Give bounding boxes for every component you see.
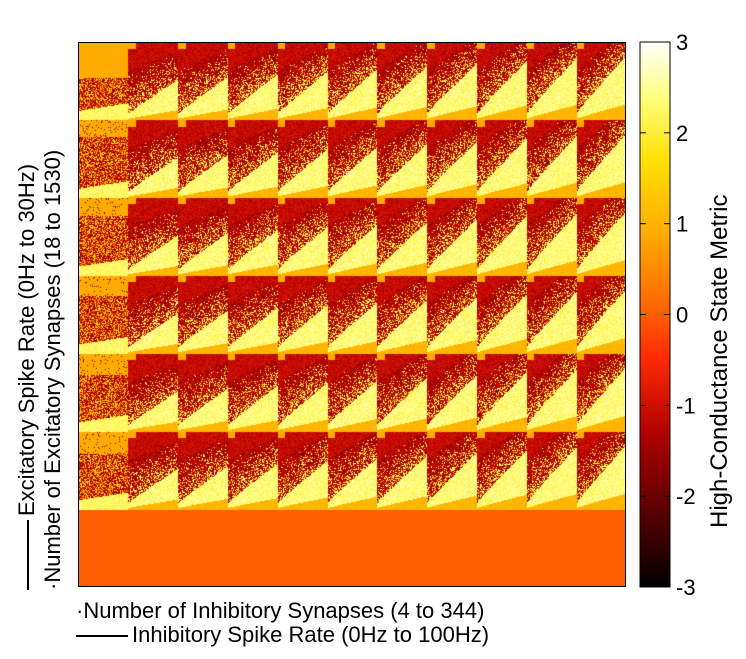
colorbar-tick-label: -2 bbox=[676, 484, 696, 509]
colorbar-label: High-Conductance State Metric bbox=[706, 194, 733, 529]
colorbar-tick-label: 2 bbox=[676, 121, 688, 146]
colorbar-tick-label: 0 bbox=[676, 303, 688, 328]
colorbar-tick-label: -3 bbox=[676, 575, 696, 600]
colorbar-ticks: 3 2 1 0 -1 -2 -3 bbox=[640, 30, 696, 600]
x-outer-label: Inhibitory Spike Rate (0Hz to 100Hz) bbox=[76, 622, 489, 648]
colorbar-tick-label: 3 bbox=[676, 30, 688, 55]
colorbar-tick-label: 1 bbox=[676, 212, 688, 237]
colorbar-tick-label: -1 bbox=[676, 393, 696, 418]
x-outer-marker bbox=[76, 635, 128, 638]
x-inner-label: ·Number of Inhibitory Synapses (4 to 344… bbox=[76, 598, 485, 623]
x-inner-marker: · bbox=[76, 598, 84, 623]
heatmap-canvas bbox=[78, 42, 626, 587]
